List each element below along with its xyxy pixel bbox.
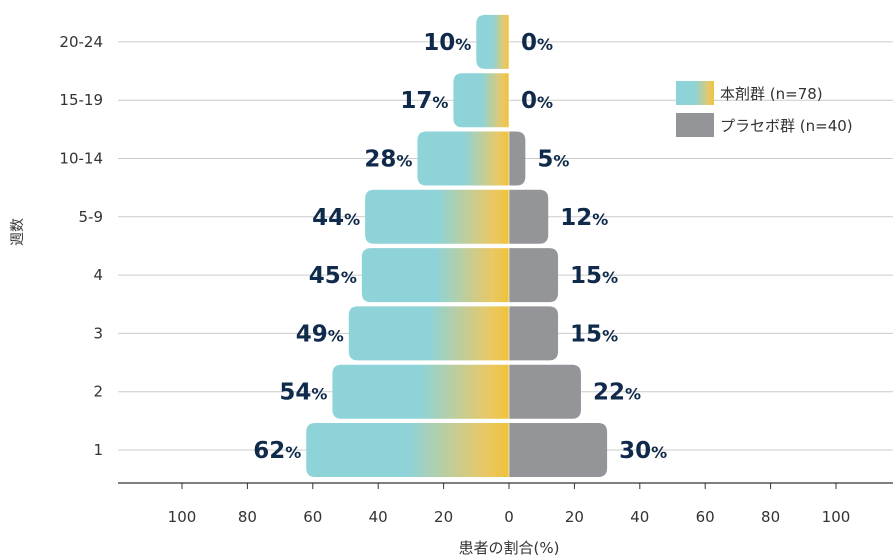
- data-label-placebo: 30%: [619, 438, 667, 464]
- y-tick-label: 10-14: [59, 150, 103, 168]
- x-tick-label: 80: [238, 508, 257, 526]
- bar-placebo: [509, 248, 559, 303]
- y-tick-label: 4: [93, 266, 103, 284]
- y-tick-label: 1: [93, 441, 103, 459]
- x-tick-label: 100: [822, 508, 851, 526]
- bar-drug: [365, 189, 509, 244]
- legend-label-drug: 本剤群 (n=78): [720, 85, 823, 103]
- y-tick-label: 2: [93, 383, 103, 401]
- data-label-drug: 17%: [400, 88, 448, 114]
- data-label-drug: 54%: [279, 380, 327, 406]
- y-tick-label: 20-24: [59, 33, 103, 51]
- data-label-drug: 28%: [364, 147, 412, 173]
- bar-placebo: [509, 364, 581, 419]
- bar-placebo: [509, 131, 526, 186]
- data-label-drug: 10%: [423, 30, 471, 56]
- data-label-drug: 62%: [253, 438, 301, 464]
- data-label-drug: 45%: [309, 263, 357, 289]
- bar-placebo: [509, 423, 608, 477]
- x-tick-label: 40: [369, 508, 388, 526]
- y-tick-label: 3: [93, 324, 103, 342]
- bar-drug: [332, 364, 509, 419]
- x-tick-label: 80: [761, 508, 780, 526]
- bar-drug: [453, 73, 509, 128]
- data-label-placebo: 5%: [537, 147, 569, 173]
- bar-drug: [306, 423, 509, 477]
- x-tick-label: 100: [168, 508, 197, 526]
- x-axis-title: 患者の割合(%): [459, 539, 560, 557]
- x-tick-label: 20: [434, 508, 453, 526]
- x-tick-label: 60: [303, 508, 322, 526]
- data-label-drug: 49%: [296, 321, 344, 347]
- data-label-placebo: 15%: [570, 321, 618, 347]
- data-label-placebo: 22%: [593, 380, 641, 406]
- data-label-drug: 44%: [312, 205, 360, 231]
- legend-swatch-drug: [676, 81, 714, 105]
- bar-drug: [476, 14, 509, 69]
- x-tick-label: 0: [504, 508, 514, 526]
- legend-label-placebo: プラセボ群 (n=40): [720, 117, 853, 135]
- legend-swatch-placebo: [676, 113, 714, 137]
- y-axis-title: 週数: [10, 218, 26, 246]
- x-tick-label: 20: [565, 508, 584, 526]
- y-tick-label: 5-9: [79, 208, 104, 226]
- bar-drug: [361, 248, 509, 303]
- bar-placebo: [509, 189, 549, 244]
- x-tick-label: 60: [696, 508, 715, 526]
- data-label-placebo: 0%: [521, 88, 553, 114]
- y-tick-label: 15-19: [59, 91, 103, 109]
- data-label-placebo: 15%: [570, 263, 618, 289]
- bar-drug: [348, 306, 509, 361]
- data-label-placebo: 0%: [521, 30, 553, 56]
- data-label-placebo: 12%: [560, 205, 608, 231]
- bar-placebo: [509, 306, 559, 361]
- x-tick-label: 40: [630, 508, 649, 526]
- bar-drug: [417, 131, 509, 186]
